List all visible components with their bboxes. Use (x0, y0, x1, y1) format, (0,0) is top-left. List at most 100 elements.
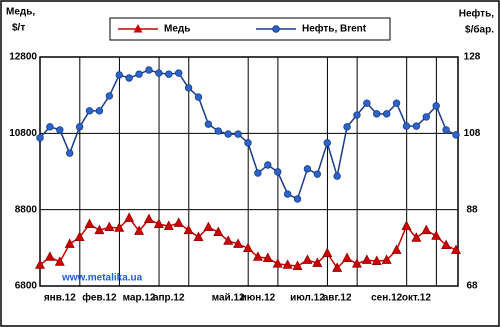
y-label: $/т (12, 23, 25, 34)
marker (135, 70, 143, 78)
marker (204, 120, 213, 128)
marker (35, 259, 45, 269)
x-tick-label: июл.12 (290, 293, 325, 304)
marker (442, 126, 450, 134)
marker (54, 256, 65, 266)
marker (272, 258, 283, 268)
y2-tick-label: 108 (464, 128, 481, 139)
x-tick-label: фев.12 (82, 292, 117, 304)
marker (36, 134, 44, 142)
marker (193, 231, 204, 241)
marker (183, 224, 194, 235)
marker (451, 244, 461, 254)
x-tick-label: янв.12 (44, 293, 76, 304)
marker (94, 224, 105, 235)
x-tick-label: авг.12 (323, 293, 352, 304)
marker (412, 122, 421, 130)
marker (342, 252, 353, 262)
marker (302, 254, 313, 264)
marker (243, 242, 253, 253)
marker (155, 69, 163, 77)
marker (173, 217, 184, 227)
y-tick-label: 6800 (15, 281, 38, 292)
marker (203, 221, 214, 232)
y2-tick-label: 128 (464, 52, 481, 63)
marker (184, 84, 193, 92)
marker (124, 212, 135, 222)
marker (401, 220, 412, 230)
x-tick-label: апр.12 (153, 293, 185, 304)
marker (264, 161, 272, 169)
marker (163, 220, 174, 230)
marker (233, 238, 244, 248)
marker (85, 107, 94, 115)
marker (194, 93, 203, 101)
marker (145, 66, 153, 74)
marker (105, 92, 114, 100)
y2-tick-label: 88 (466, 204, 478, 215)
y-label: Медь, (6, 7, 35, 18)
marker (95, 107, 104, 115)
marker (223, 235, 234, 245)
marker (224, 130, 232, 138)
marker (254, 169, 262, 177)
x-tick-label: мар.12 (123, 293, 156, 304)
marker (312, 257, 323, 267)
x-tick-label: май.12 (212, 293, 245, 304)
marker (432, 102, 440, 110)
marker (66, 149, 74, 157)
marker (421, 224, 432, 235)
marker (64, 238, 75, 248)
marker (441, 239, 452, 249)
marker (332, 262, 343, 272)
marker (333, 172, 341, 180)
marker (361, 254, 372, 264)
marker (381, 254, 392, 264)
marker (402, 122, 411, 130)
y-tick-label: 8800 (15, 204, 38, 215)
marker (371, 255, 382, 265)
marker (75, 123, 84, 131)
legend-label: Медь (164, 24, 190, 35)
marker (214, 127, 222, 135)
marker (293, 195, 302, 203)
marker (46, 123, 54, 131)
marker (56, 126, 64, 134)
marker (143, 213, 154, 224)
legend-label: Нефть, Brent (302, 23, 367, 35)
marker (353, 111, 361, 119)
marker (44, 251, 55, 261)
y-tick-label: 10800 (9, 128, 37, 139)
y2-tick-label: 68 (466, 281, 478, 292)
marker (422, 113, 430, 121)
marker (323, 139, 331, 147)
marker (452, 131, 460, 139)
marker (234, 130, 242, 138)
y-tick-label: 12800 (9, 52, 37, 63)
marker (292, 260, 303, 270)
marker (431, 230, 442, 240)
marker (363, 99, 371, 107)
legend-marker (133, 24, 143, 33)
marker (262, 252, 273, 262)
marker (274, 168, 282, 176)
marker (322, 247, 333, 257)
marker (115, 71, 123, 79)
y2-label: Нефть, (459, 8, 494, 20)
marker (74, 231, 85, 241)
marker (104, 221, 115, 232)
marker (391, 244, 402, 254)
marker (114, 222, 125, 232)
watermark: www.metalika.ua (61, 273, 143, 284)
legend-box (109, 17, 391, 41)
marker (303, 165, 312, 173)
marker (244, 139, 252, 147)
marker (134, 225, 145, 235)
marker (125, 74, 133, 82)
x-tick-label: июн.12 (241, 293, 276, 304)
marker (392, 99, 401, 107)
legend-marker (272, 25, 280, 33)
marker (252, 251, 263, 261)
